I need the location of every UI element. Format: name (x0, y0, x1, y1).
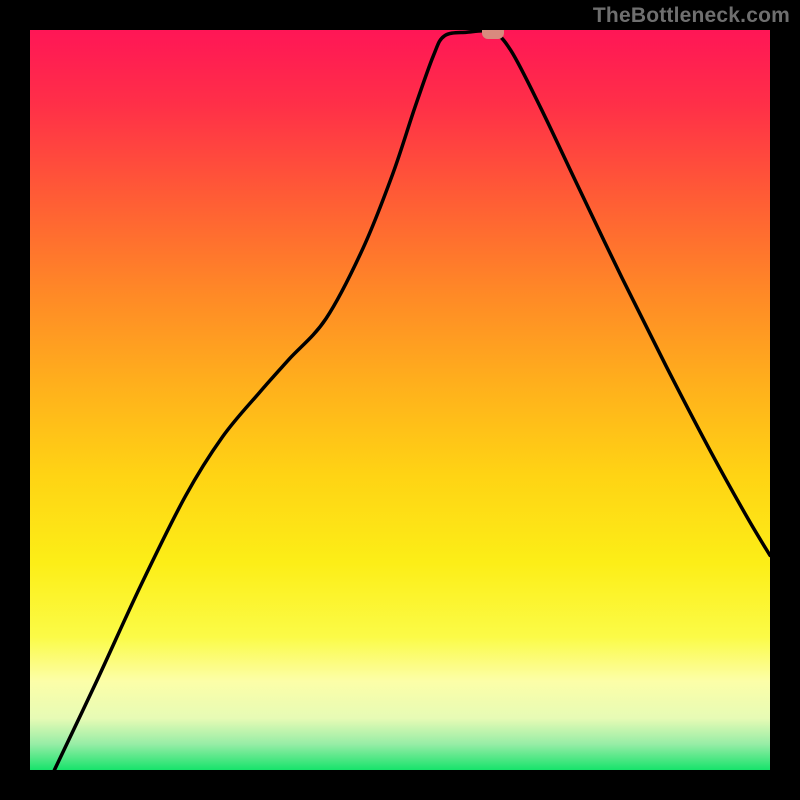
chart-plot-area (30, 30, 770, 770)
watermark-text: TheBottleneck.com (593, 4, 790, 28)
plot-border-right (770, 0, 800, 800)
plot-border-left (0, 0, 30, 800)
bottleneck-curve (30, 30, 770, 770)
plot-border-bottom (0, 770, 800, 800)
curve-path (54, 31, 770, 770)
optimum-marker (482, 30, 504, 39)
chart-frame: TheBottleneck.com (0, 0, 800, 800)
